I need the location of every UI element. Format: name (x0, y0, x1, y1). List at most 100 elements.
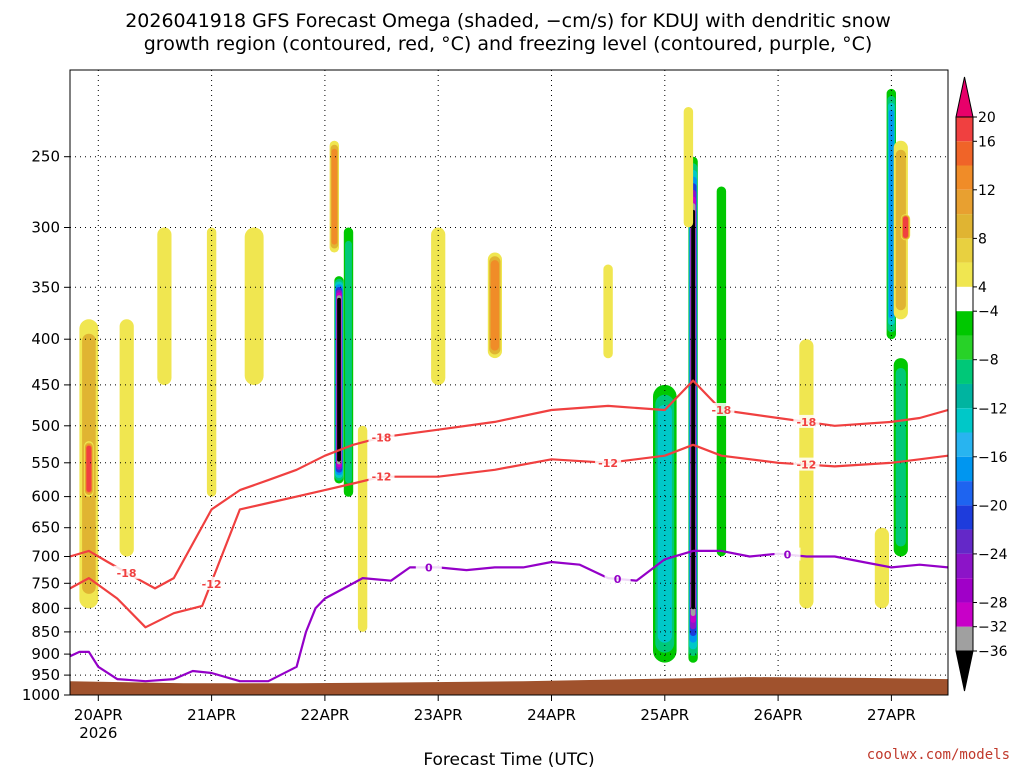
colorbar-bin (956, 141, 973, 166)
temperature-contours: -18 -18 -18 -18 -12 -12 -12 -12 0 0 0 (70, 379, 948, 683)
ground-fill (70, 677, 948, 695)
x-tick-label: 26APR (754, 706, 803, 724)
colorbar-bin (956, 117, 973, 142)
colorbar-tick-label: 12 (978, 183, 996, 199)
chart-title-line2: growth region (contoured, red, °C) and f… (144, 33, 873, 55)
contour-line (70, 443, 948, 629)
colorbar-bin (956, 456, 973, 482)
contour-label-bg (113, 565, 140, 579)
y-tick-label: 500 (31, 417, 60, 435)
contour-label-bg (793, 457, 820, 471)
omega-feature (431, 227, 446, 385)
colorbar-tick-label: −32 (978, 620, 1008, 636)
y-tick-label: 250 (31, 148, 60, 166)
contour-label-bg (604, 571, 631, 585)
colorbar: 20 16 12 8 4 −4 −8 −12 −16 −20 −24 −28 −32 −36 (955, 76, 1008, 692)
y-tick-label: 350 (31, 278, 60, 296)
y-tick-label: 600 (31, 488, 60, 506)
plot-frame (69, 69, 949, 696)
colorbar-bin (956, 359, 973, 384)
contour-label-bg (774, 547, 801, 561)
contour-label: 0 (425, 561, 433, 574)
x-tick-label: 25APR (640, 706, 689, 724)
y-tick-label: 950 (31, 666, 60, 684)
contour-label: -12 (372, 471, 392, 484)
contour-label-bg (415, 560, 442, 574)
omega-feature (119, 319, 134, 557)
colorbar-tick-label: −20 (978, 498, 1008, 514)
omega-feature (206, 227, 217, 497)
y-tick-label: 750 (31, 574, 60, 592)
omega-feature (603, 264, 613, 359)
contour-label: -12 (202, 578, 222, 591)
omega-feature (691, 209, 696, 610)
colorbar-bin (956, 189, 973, 215)
contour-label-bg (793, 414, 820, 428)
colorbar-bin (956, 384, 973, 409)
colorbar-bin (956, 432, 973, 457)
colorbar-bin (956, 238, 973, 263)
x-tick-label: 20APR (74, 706, 123, 724)
y-tick-label: 450 (31, 376, 60, 394)
chart-title-line1: 2026041918 GFS Forecast Omega (shaded, −… (125, 10, 891, 32)
omega-feature (244, 227, 264, 385)
colorbar-bin (956, 602, 973, 627)
x-tick-label: 21APR (187, 706, 236, 724)
colorbar-tick-label: −36 (978, 644, 1008, 660)
contour-label-bg (368, 430, 395, 444)
colorbar-bin (956, 529, 973, 554)
colorbar-tick-label: −16 (978, 450, 1008, 466)
y-tick-label: 650 (31, 519, 60, 537)
contour-label: -12 (598, 457, 618, 470)
colorbar-bin (956, 262, 973, 287)
omega-shading (79, 88, 911, 663)
contour-label-bg (198, 576, 225, 590)
x-tick-label: 24APR (527, 706, 576, 724)
colorbar-bin (956, 311, 973, 336)
colorbar-bin (956, 481, 973, 506)
y-tick-label: 400 (31, 330, 60, 348)
colorbar-tick-label: 16 (978, 134, 996, 150)
colorbar-bin (956, 286, 973, 312)
contour-label: -18 (711, 404, 731, 417)
ground-surface (70, 677, 948, 695)
omega-feature (657, 404, 672, 643)
contour-label-bg (368, 469, 395, 483)
x-axis-title: Forecast Time (UTC) (423, 750, 594, 768)
colorbar-bin (956, 626, 973, 651)
colorbar-bin (956, 408, 973, 433)
omega-feature (799, 339, 814, 609)
omega-feature (895, 368, 906, 547)
y-tick-label: 850 (31, 623, 60, 641)
omega-feature (716, 186, 727, 557)
y-tick-label: 1000 (22, 686, 60, 704)
colorbar-bin (956, 214, 973, 239)
omega-feature (490, 260, 500, 351)
colorbar-tick-label: −8 (978, 353, 999, 369)
plot-area: -18 -18 -18 -18 -12 -12 -12 -12 0 0 0 (69, 69, 949, 696)
colorbar-tick-label: −4 (978, 304, 999, 320)
contour-label: -18 (117, 567, 137, 580)
colorbar-tick-label: −24 (978, 547, 1008, 563)
omega-feature (331, 148, 338, 245)
omega-feature (337, 297, 341, 462)
colorbar-bin (956, 553, 973, 579)
credit-text: coolwx.com/models (867, 747, 1010, 763)
colorbar-bin (956, 165, 973, 190)
omega-feature (86, 445, 92, 492)
contour-label: -18 (372, 431, 392, 444)
contour-label: 0 (614, 573, 622, 586)
y-tick-label: 700 (31, 548, 60, 566)
y-tick-label: 550 (31, 454, 60, 472)
colorbar-tick-label: 20 (978, 110, 996, 126)
y-tick-label: 300 (31, 219, 60, 237)
contour-label: 0 (784, 549, 792, 562)
colorbar-bin (956, 578, 973, 603)
colorbar-bin (956, 335, 973, 360)
contour-label-bg (708, 403, 735, 416)
y-tick-label: 800 (31, 599, 60, 617)
colorbar-bin (956, 505, 973, 530)
colorbar-tick-label: −28 (978, 596, 1008, 612)
